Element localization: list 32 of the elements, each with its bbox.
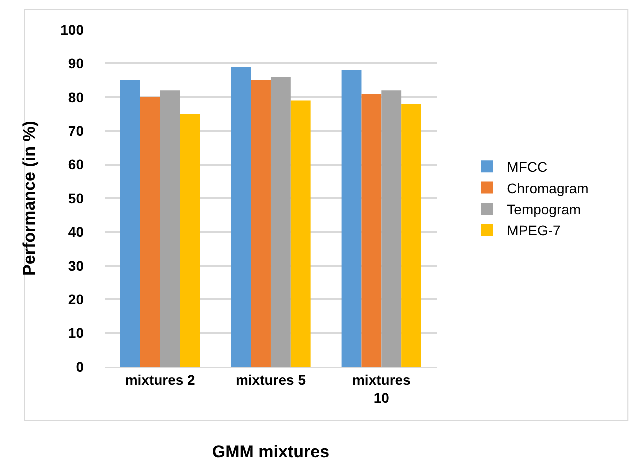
legend-label: Tempogram	[507, 201, 582, 218]
x-tick-label: mixtures 5	[236, 372, 306, 388]
y-tick-label: 60	[68, 156, 84, 173]
bar	[270, 77, 291, 367]
bar	[290, 100, 311, 367]
x-tick-label: mixtures 2	[125, 372, 196, 388]
y-tick-label: 20	[68, 292, 84, 308]
legend-label: MPEG-7	[507, 222, 562, 239]
x-tick-label: mixtures 10	[352, 372, 412, 406]
y-tick-label: 70	[68, 123, 84, 139]
bar	[180, 114, 200, 367]
bar	[231, 67, 252, 367]
x-axis-title: GMM mixtures	[212, 442, 330, 462]
bar	[251, 80, 271, 367]
y-tick-label: 0	[76, 358, 84, 375]
y-tick-label: 100	[60, 22, 84, 38]
bar	[120, 80, 140, 367]
bar	[362, 94, 382, 367]
legend-label: MFCC	[507, 159, 548, 176]
legend-label: Chromagram	[507, 180, 589, 196]
y-tick-label: 80	[68, 89, 84, 106]
bar	[160, 90, 180, 367]
y-tick-label: 40	[68, 224, 84, 240]
y-tick-label: 30	[68, 258, 84, 274]
bar	[140, 97, 160, 367]
y-tick-label: 50	[68, 190, 84, 206]
y-axis-title: Performance (in %)	[20, 121, 40, 276]
bar	[342, 70, 362, 367]
y-tick-label: 10	[68, 325, 84, 342]
y-tick-label: 90	[68, 56, 84, 72]
bar	[382, 90, 402, 367]
bar	[402, 104, 422, 367]
